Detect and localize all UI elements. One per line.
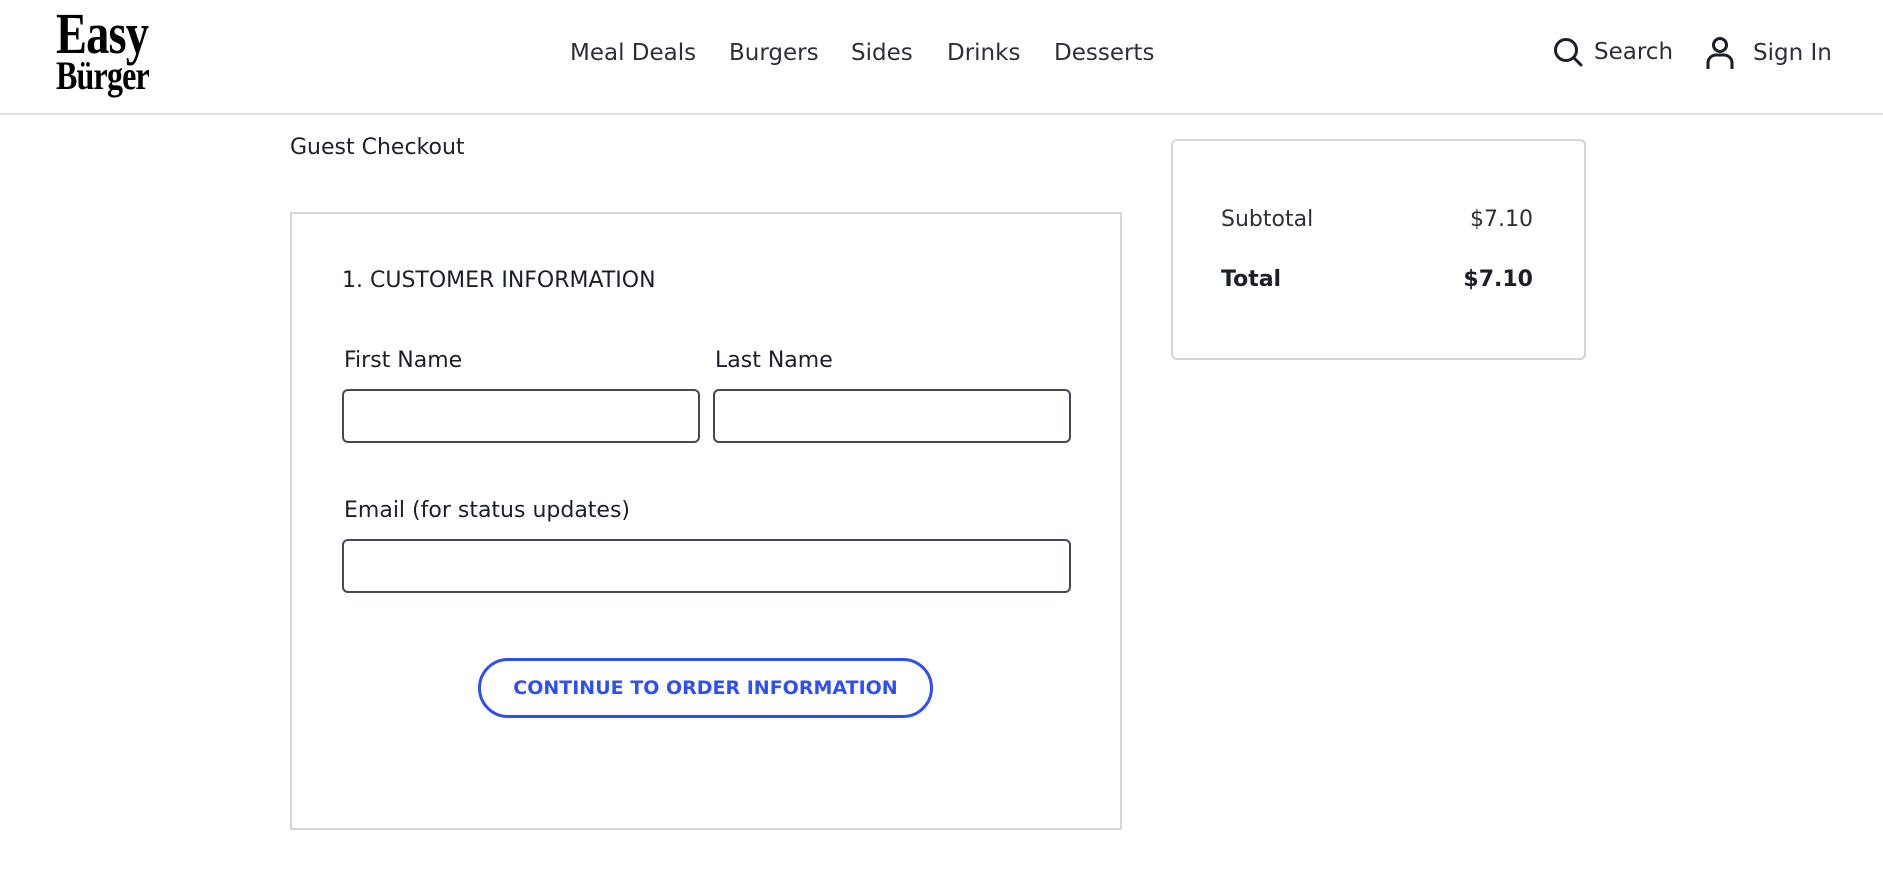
total-value: $7.10 (1463, 267, 1533, 292)
section-title: 1. CUSTOMER INFORMATION (342, 268, 656, 293)
page-title: Guest Checkout (290, 135, 465, 160)
logo-line-2: Bürger (56, 53, 150, 99)
nav-desserts[interactable]: Desserts (1054, 40, 1155, 66)
nav-burgers[interactable]: Burgers (729, 40, 819, 66)
search-label: Search (1594, 39, 1674, 65)
email-label: Email (for status updates) (344, 498, 631, 523)
site-header: Easy Bürger Meal Deals Burgers Sides Dri… (0, 0, 1883, 115)
subtotal-value: $7.10 (1470, 207, 1533, 232)
continue-to-order-information-button[interactable]: CONTINUE TO ORDER INFORMATION (478, 658, 933, 718)
last-name-input[interactable] (713, 389, 1071, 443)
subtotal-row: Subtotal $7.10 (1221, 207, 1533, 232)
search-icon (1554, 38, 1583, 67)
sign-in-label: Sign In (1753, 40, 1832, 66)
last-name-label: Last Name (715, 348, 833, 373)
total-row: Total $7.10 (1221, 267, 1533, 292)
user-icon (1706, 37, 1734, 69)
nav-meal-deals[interactable]: Meal Deals (570, 40, 697, 66)
nav-drinks[interactable]: Drinks (947, 40, 1021, 66)
easy-burger-logo[interactable]: Easy Bürger (56, 1, 152, 99)
customer-information-form (290, 212, 1122, 830)
email-input[interactable] (342, 539, 1071, 593)
logo-line-1: Easy (56, 1, 149, 66)
search-button[interactable]: Search (1552, 36, 1673, 68)
order-summary: Subtotal $7.10 Total $7.10 (1171, 139, 1586, 360)
subtotal-label: Subtotal (1221, 207, 1314, 232)
nav-sides[interactable]: Sides (851, 40, 913, 66)
total-label: Total (1221, 267, 1282, 292)
first-name-label: First Name (344, 348, 463, 373)
sign-in-button[interactable]: Sign In (1705, 36, 1832, 70)
first-name-input[interactable] (342, 389, 700, 443)
